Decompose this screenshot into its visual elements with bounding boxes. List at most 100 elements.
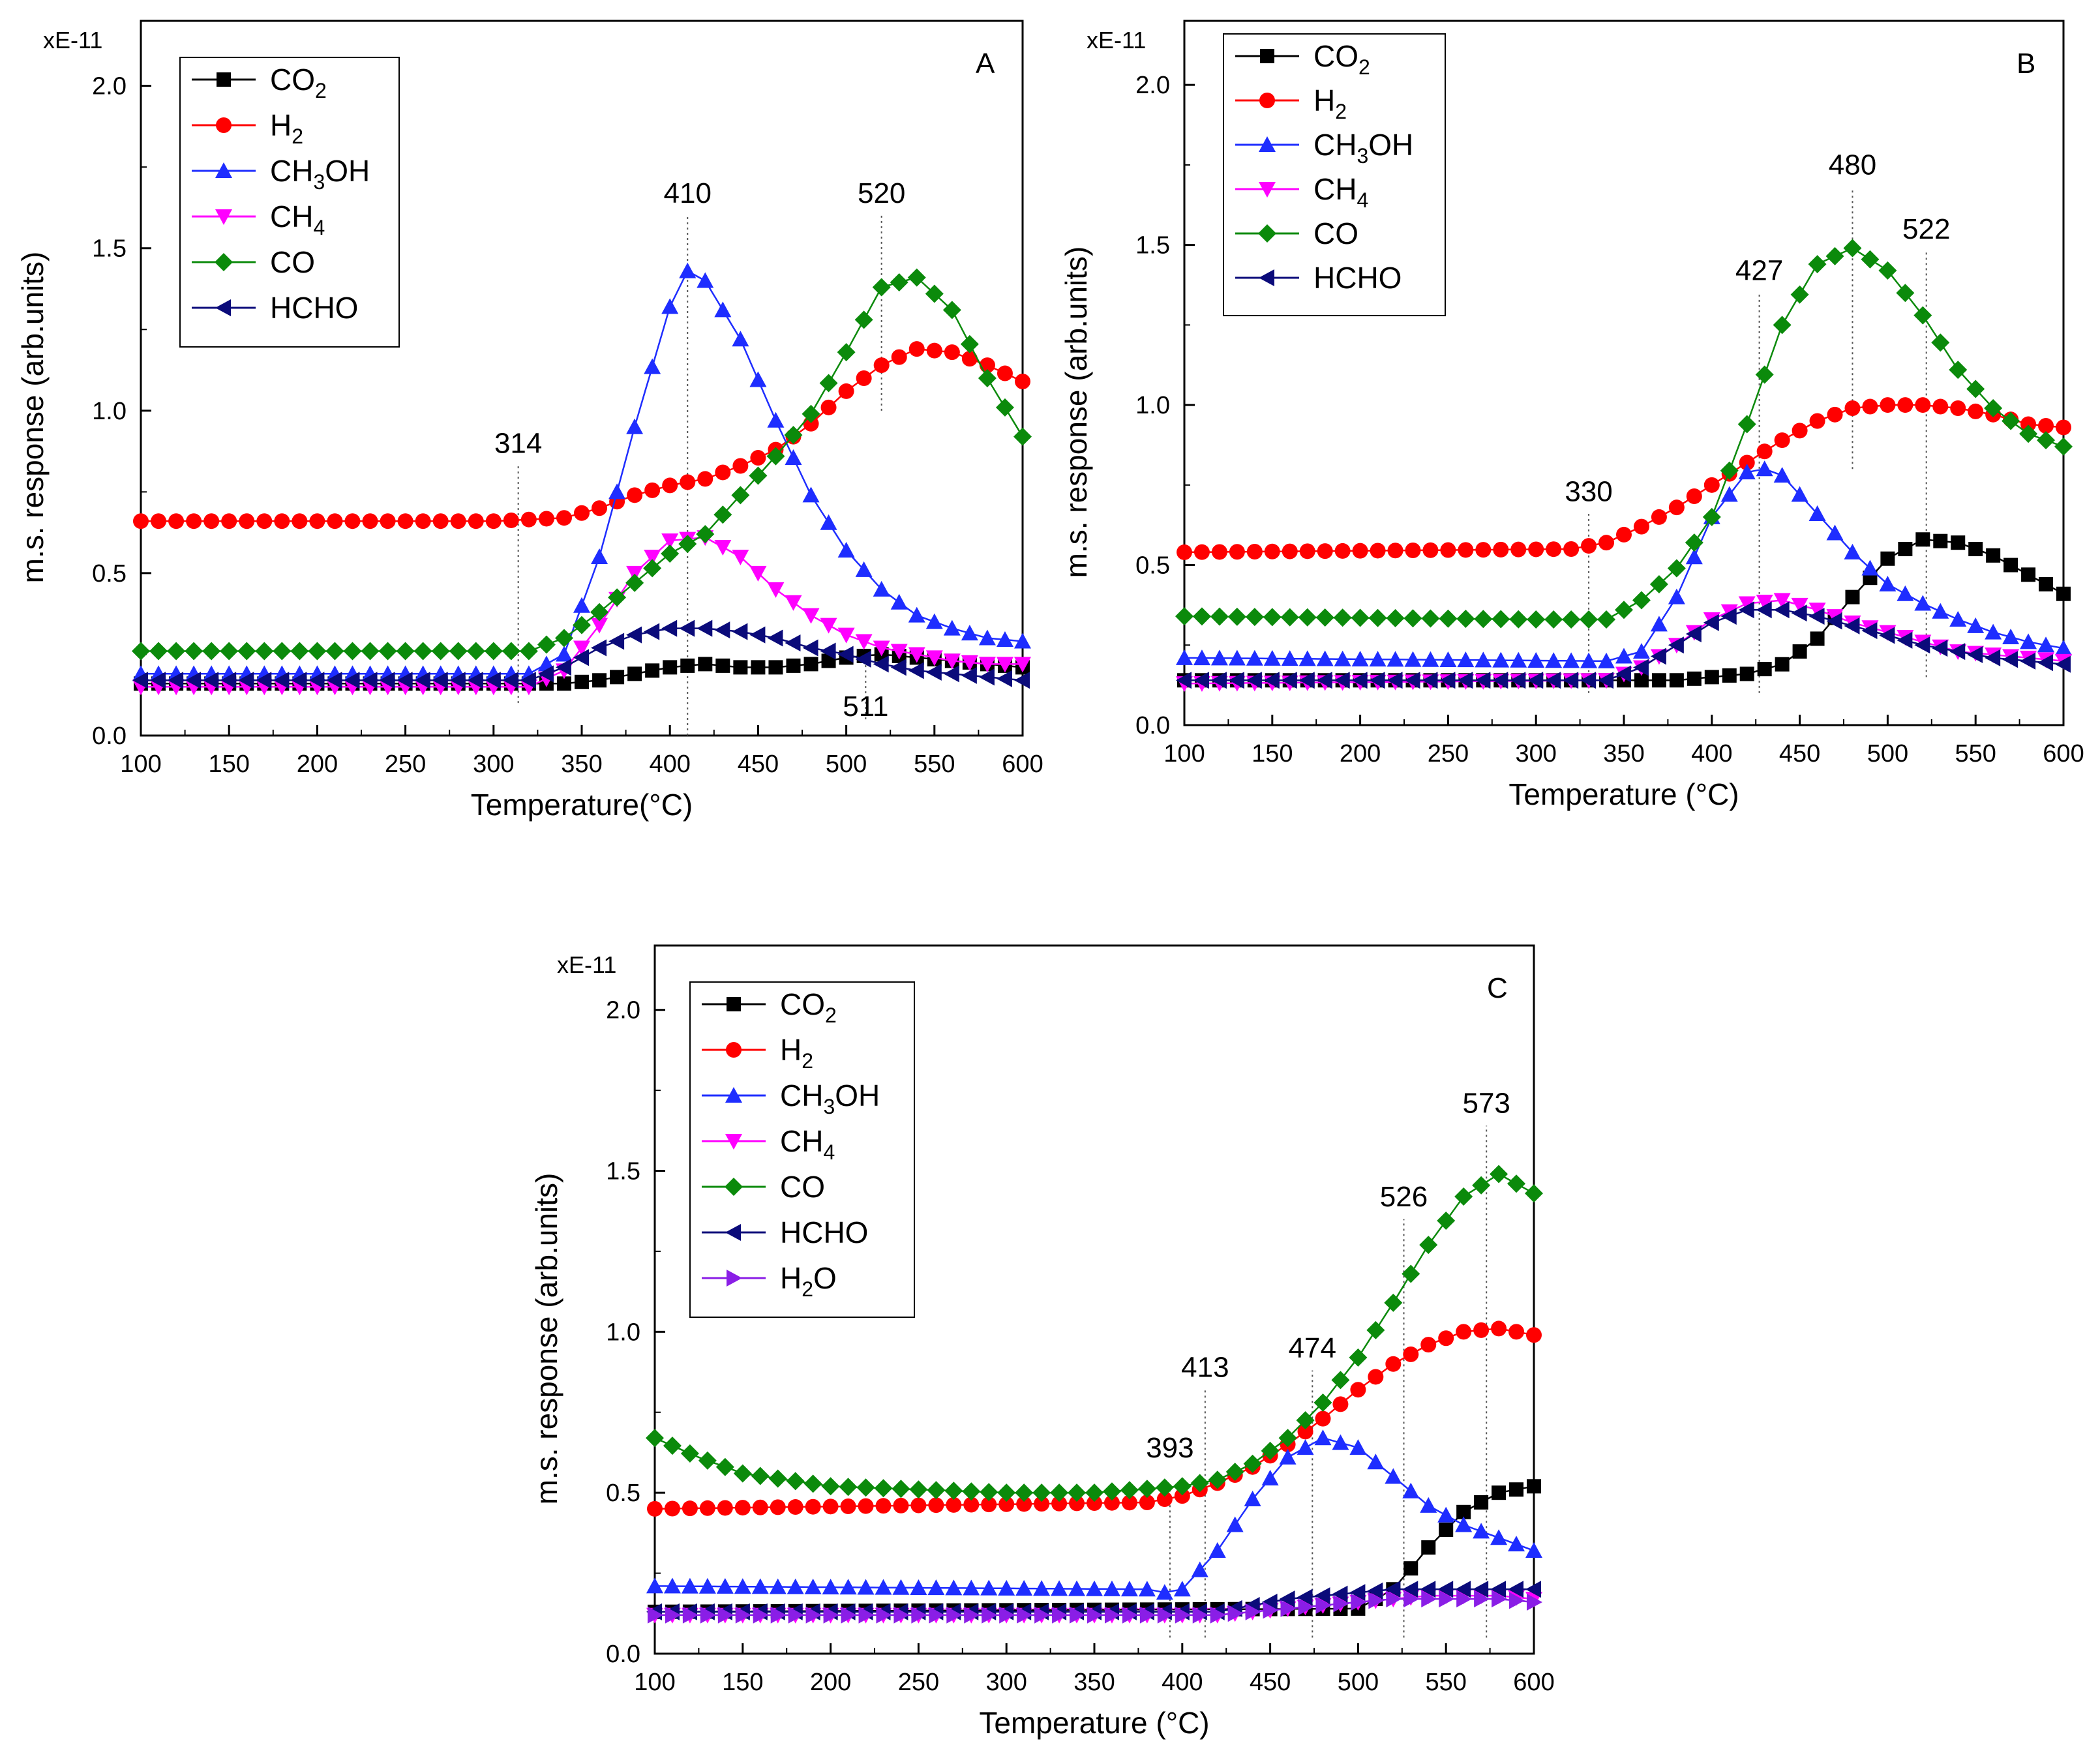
- data-point-co: [1454, 1187, 1473, 1206]
- data-point-hcho: [732, 623, 748, 640]
- data-point-co2: [1915, 532, 1930, 547]
- data-point-hcho: [1367, 1582, 1383, 1600]
- data-point-co: [980, 1483, 998, 1502]
- data-point-ch3oh: [1826, 524, 1844, 541]
- data-point-hcho: [1703, 614, 1719, 631]
- x-tick-label: 500: [1867, 740, 1908, 767]
- data-point-co2: [627, 666, 642, 681]
- data-point-hcho: [379, 672, 395, 689]
- data-point-ch4: [1808, 603, 1826, 619]
- data-point-hcho: [397, 672, 413, 689]
- data-point-hcho: [1668, 636, 1684, 654]
- y-axis-title: m.s. response (arb.units): [16, 252, 50, 584]
- data-point-ch3oh: [1014, 633, 1031, 649]
- data-point-ch3oh: [1015, 1580, 1033, 1596]
- data-point-co2: [1951, 535, 1966, 550]
- data-point-h2: [891, 349, 907, 365]
- data-point-co2: [1669, 673, 1684, 688]
- x-tick-label: 300: [1515, 740, 1556, 767]
- data-point-co2: [1775, 657, 1790, 672]
- x-tick-label: 200: [297, 751, 338, 778]
- data-point-co: [907, 268, 926, 287]
- data-point-co: [2019, 425, 2038, 443]
- legend-label-hcho: HCHO: [1313, 261, 1402, 295]
- data-point-h2: [1103, 1495, 1120, 1511]
- data-point-hcho: [2055, 655, 2071, 673]
- data-point-co2: [1880, 551, 1895, 566]
- data-point-ch3oh: [1385, 1468, 1402, 1484]
- x-tick-label: 250: [1428, 740, 1469, 767]
- data-point-co: [273, 642, 292, 661]
- data-point-h2o: [876, 1606, 892, 1624]
- data-point-hcho: [1720, 608, 1737, 625]
- data-point-ch3oh: [925, 613, 943, 629]
- legend-label-co: CO: [270, 245, 315, 279]
- legend-marker-h2: [726, 1042, 742, 1058]
- data-point-co: [784, 426, 803, 445]
- legend-box: [1223, 33, 1446, 316]
- data-point-h2o: [700, 1606, 716, 1624]
- data-point-hcho: [1261, 1594, 1278, 1611]
- data-point-ch3oh: [714, 301, 732, 318]
- data-point-ch3oh: [1351, 650, 1369, 666]
- data-point-h2: [734, 1500, 751, 1516]
- data-point-co2: [1845, 589, 1860, 604]
- data-point-h2o: [1492, 1590, 1508, 1608]
- data-point-h2: [380, 513, 396, 529]
- data-point-hcho: [467, 672, 483, 689]
- data-point-co: [1313, 1393, 1332, 1412]
- data-point-h2: [450, 513, 466, 529]
- data-point-h2: [873, 357, 890, 374]
- data-point-co: [1597, 610, 1616, 629]
- data-point-h2: [1563, 541, 1580, 557]
- data-point-co2: [1527, 1479, 1541, 1494]
- data-point-h2: [1264, 543, 1280, 559]
- data-point-h2: [1546, 541, 1562, 558]
- data-point-ch3oh: [1473, 1523, 1490, 1539]
- data-point-co2: [1421, 1540, 1436, 1555]
- data-point-h2: [752, 1499, 768, 1515]
- annotation-label: 413: [1181, 1351, 1229, 1383]
- data-point-h2: [1405, 543, 1421, 559]
- data-point-ch4: [767, 582, 785, 598]
- data-point-hcho: [1263, 672, 1280, 689]
- data-point-ch3oh: [1120, 1581, 1138, 1597]
- data-point-h2: [1915, 397, 1931, 413]
- data-point-ch3oh: [1508, 1536, 1525, 1552]
- data-point-hcho: [961, 666, 977, 684]
- data-point-ch3oh: [644, 358, 661, 374]
- data-point-h2: [2020, 416, 2037, 432]
- data-point-ch3oh: [1279, 1448, 1297, 1465]
- data-point-co: [149, 642, 168, 661]
- data-point-co: [2002, 411, 2020, 430]
- data-point-co2: [680, 658, 695, 673]
- data-point-h2: [1827, 406, 1843, 423]
- data-point-co: [1632, 591, 1651, 610]
- data-point-co: [1755, 365, 1774, 384]
- x-tick-label: 400: [1162, 1669, 1203, 1696]
- data-point-hcho: [1385, 1581, 1401, 1598]
- data-point-co: [573, 616, 591, 634]
- data-point-h2: [1069, 1495, 1085, 1512]
- legend-label-co2: CO2: [270, 63, 327, 102]
- data-point-ch4: [837, 627, 855, 644]
- data-point-h2o: [1245, 1603, 1261, 1620]
- data-point-h2: [644, 482, 661, 498]
- data-point-co: [978, 369, 997, 387]
- data-point-hcho: [326, 672, 342, 689]
- legend-marker-hcho: [725, 1224, 741, 1241]
- annotation-label: 410: [664, 177, 712, 209]
- data-point-co: [1190, 1474, 1209, 1493]
- legend-label-h2o: H2O: [780, 1261, 837, 1301]
- data-point-co: [1315, 608, 1334, 627]
- data-point-hcho: [1914, 636, 1930, 654]
- legend-marker-ch4: [725, 1134, 742, 1150]
- data-point-co: [308, 642, 327, 661]
- data-point-co: [1173, 1477, 1192, 1496]
- data-point-h2o: [911, 1606, 927, 1624]
- data-point-h2: [1385, 1356, 1402, 1372]
- data-point-h2: [168, 513, 185, 529]
- data-point-co: [625, 573, 644, 592]
- data-point-h2: [1880, 397, 1896, 413]
- data-point-co: [2037, 431, 2056, 450]
